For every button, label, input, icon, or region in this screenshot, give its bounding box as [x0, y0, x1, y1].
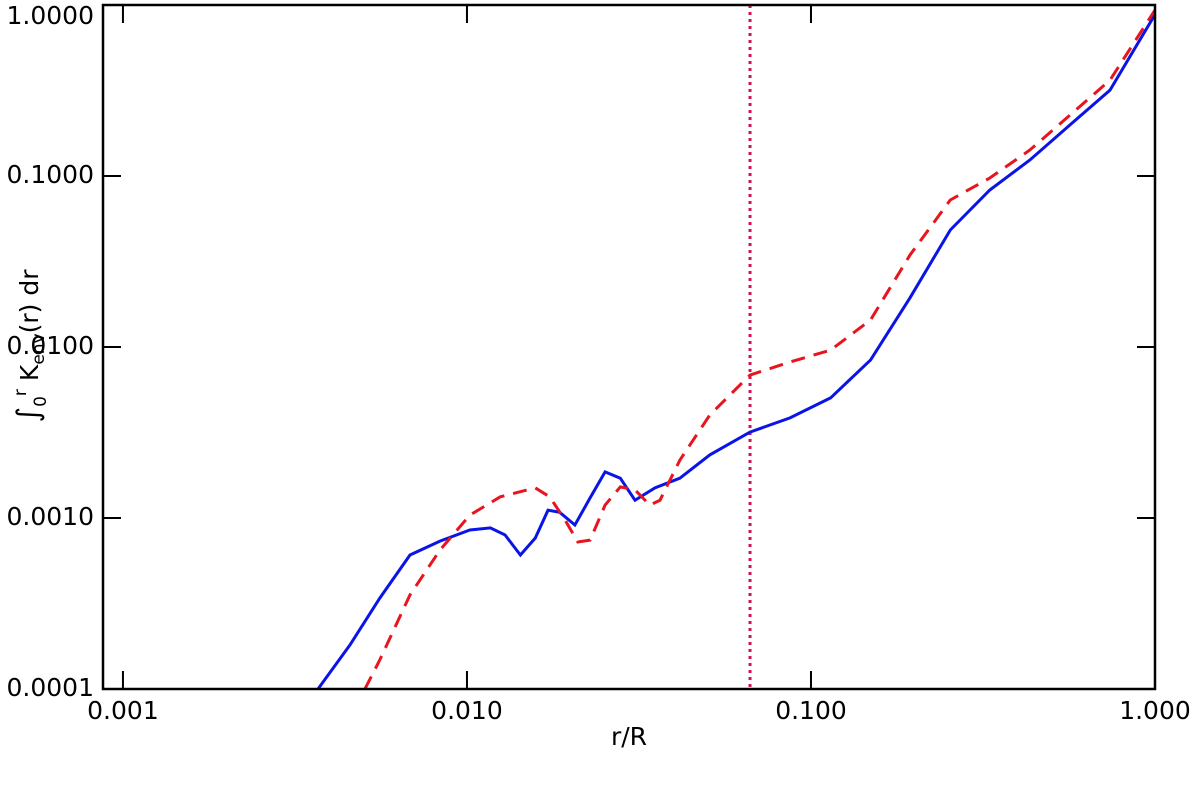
y-tick-label: 0.0010	[7, 502, 94, 531]
y-axis-label: ∫0r Kenv(r) dr	[11, 269, 51, 423]
y-label-lower: 0	[31, 396, 51, 407]
y-label-rest: (r) dr	[15, 269, 44, 334]
y-label-k: K	[15, 364, 44, 381]
y-label-sub: env	[29, 333, 49, 364]
y-tick-label: 0.0100	[7, 331, 94, 360]
y-tick-label: 0.1000	[7, 160, 94, 189]
series-line	[316, 13, 1157, 690]
x-tick-label: 0.100	[775, 696, 847, 725]
x-tick-label: 1.000	[1119, 696, 1191, 725]
x-axis-label: r/R	[611, 722, 647, 751]
series-line	[363, 9, 1157, 690]
y-label-integral: ∫	[11, 407, 46, 423]
x-tick-label: 0.010	[431, 696, 503, 725]
x-tick-label: 0.001	[87, 696, 159, 725]
y-tick-label: 1.0000	[7, 1, 94, 30]
y-tick-label: 0.0001	[7, 673, 94, 702]
y-label-upper: r	[11, 389, 31, 396]
plot-frame	[101, 3, 1157, 691]
